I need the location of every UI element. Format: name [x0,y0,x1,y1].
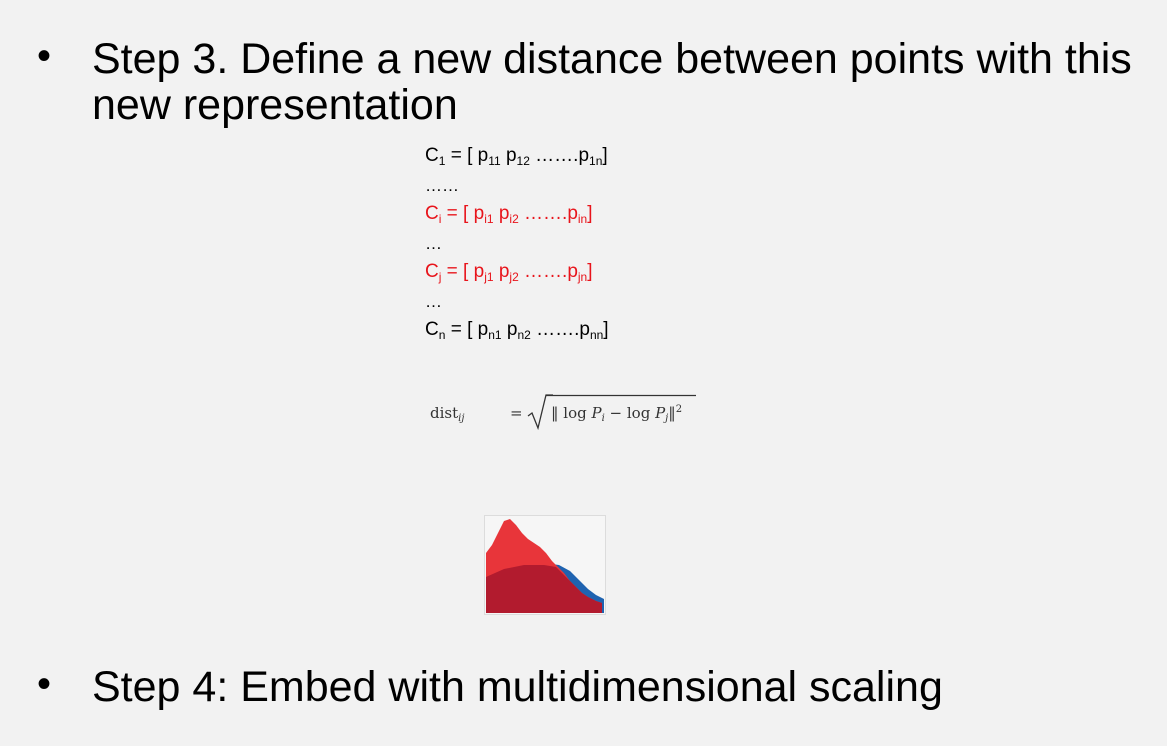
square-root-sign [527,394,553,431]
bullet-dot: • [37,34,52,78]
radical-overline [546,394,696,397]
distribution-overlap-plot [484,515,606,615]
formula-lhs: distij [430,404,465,424]
matrix-row-c1: C1 = [ p11 p12 …….p1n] [425,145,608,168]
overlap-area [486,565,602,613]
matrix-ellipsis: …… [425,176,459,195]
matrix-row-cj: Cj = [ pj1 pj2 …….pjn] [425,261,593,284]
step3-heading-line2: new representation [92,81,458,129]
matrix-row-ci: Ci = [ pi1 pi2 …….pin] [425,203,593,226]
matrix-ellipsis: … [425,292,442,311]
formula-radicand: ‖ log Pi − log Pj‖2 [551,404,683,424]
step3-heading-line1: Step 3. Define a new distance between po… [92,35,1132,83]
step4-heading: Step 4: Embed with multidimensional scal… [92,663,943,711]
matrix-ellipsis: … [425,234,442,253]
formula-equals: = [510,404,523,422]
matrix-row-cn: Cn = [ pn1 pn2 …….pnn] [425,319,609,342]
bullet-dot: • [37,662,52,706]
